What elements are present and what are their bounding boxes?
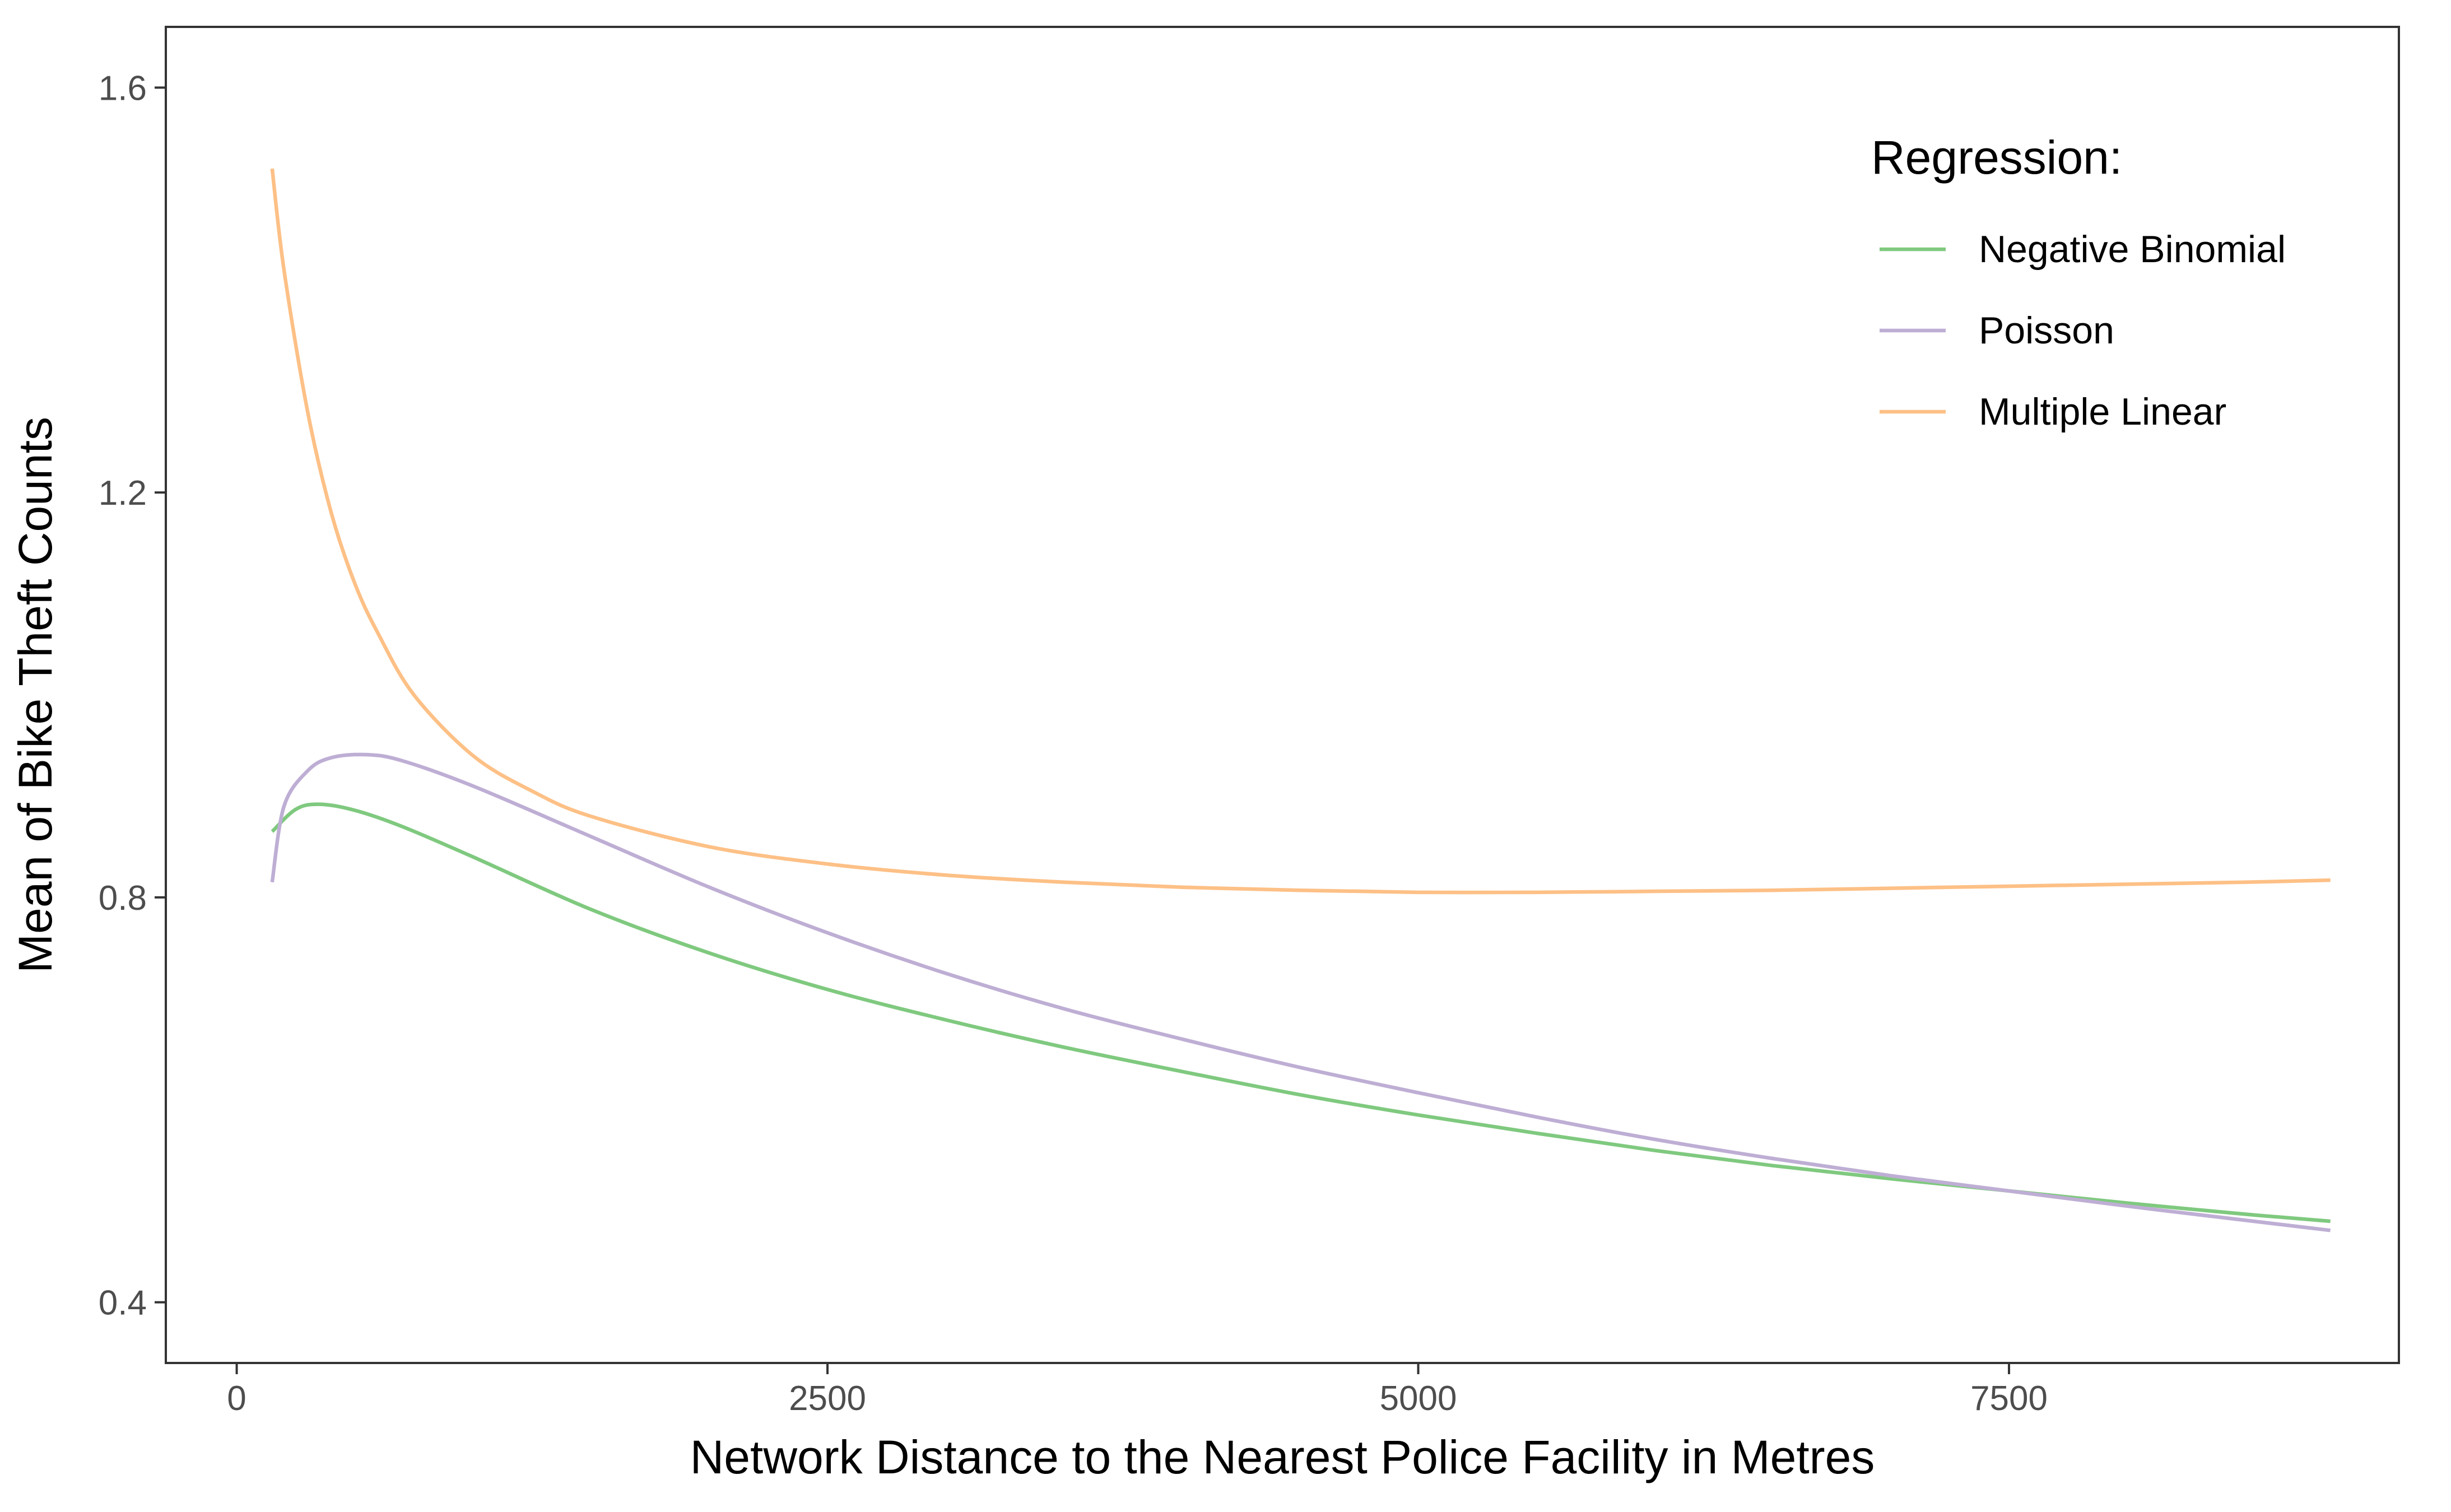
y-axis-title: Mean of Bike Theft Counts [9,417,62,973]
series-line-poisson [270,752,2331,1232]
y-tick-label: 1.6 [99,69,147,108]
y-tick-label: 0.8 [99,879,147,918]
legend-label-multiple-linear: Multiple Linear [1979,390,2226,433]
x-tick-label: 7500 [1970,1379,2048,1418]
y-tick-label: 0.4 [99,1284,147,1323]
legend-label-negative-binomial: Negative Binomial [1979,228,2286,271]
legend: Regression: Negative Binomial Poisson Mult… [1871,131,2286,433]
series-line-multiple-linear [270,168,2331,895]
x-tick-label: 5000 [1380,1379,1457,1418]
series-lines [270,168,2331,1232]
legend-title: Regression: [1871,131,2122,184]
axis-ticks: 0 2500 5000 7500 0.4 0.8 1.2 1.6 [99,69,2048,1418]
plot-panel-border [165,26,2400,1364]
x-tick-label: 0 [227,1379,246,1418]
x-axis-title: Network Distance to the Nearest Police F… [690,1431,1875,1483]
x-tick-label: 2500 [789,1379,866,1418]
y-tick-label: 1.2 [99,474,147,513]
legend-label-poisson: Poisson [1979,309,2114,352]
